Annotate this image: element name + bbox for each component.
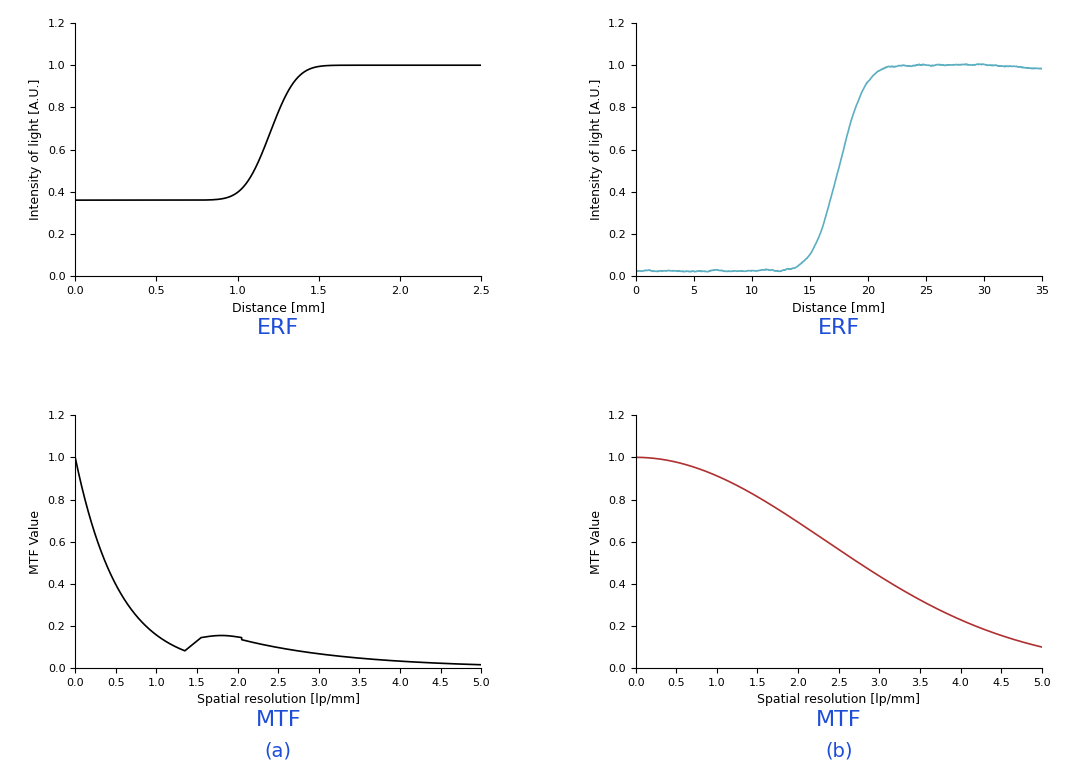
X-axis label: Distance [mm]: Distance [mm] <box>232 301 324 314</box>
Text: (b): (b) <box>825 741 853 760</box>
Y-axis label: MTF Value: MTF Value <box>29 510 42 574</box>
X-axis label: Spatial resolution [lp/mm]: Spatial resolution [lp/mm] <box>197 694 360 707</box>
X-axis label: Distance [mm]: Distance [mm] <box>793 301 885 314</box>
X-axis label: Spatial resolution [lp/mm]: Spatial resolution [lp/mm] <box>757 694 920 707</box>
Text: MTF: MTF <box>816 710 861 730</box>
Text: (a): (a) <box>265 741 292 760</box>
Text: ERF: ERF <box>817 318 860 338</box>
Text: ERF: ERF <box>257 318 300 338</box>
Text: MTF: MTF <box>256 710 301 730</box>
Y-axis label: Intensity of light [A.U.]: Intensity of light [A.U.] <box>590 79 603 220</box>
Y-axis label: MTF Value: MTF Value <box>590 510 603 574</box>
Y-axis label: Intensity of light [A.U.]: Intensity of light [A.U.] <box>29 79 42 220</box>
